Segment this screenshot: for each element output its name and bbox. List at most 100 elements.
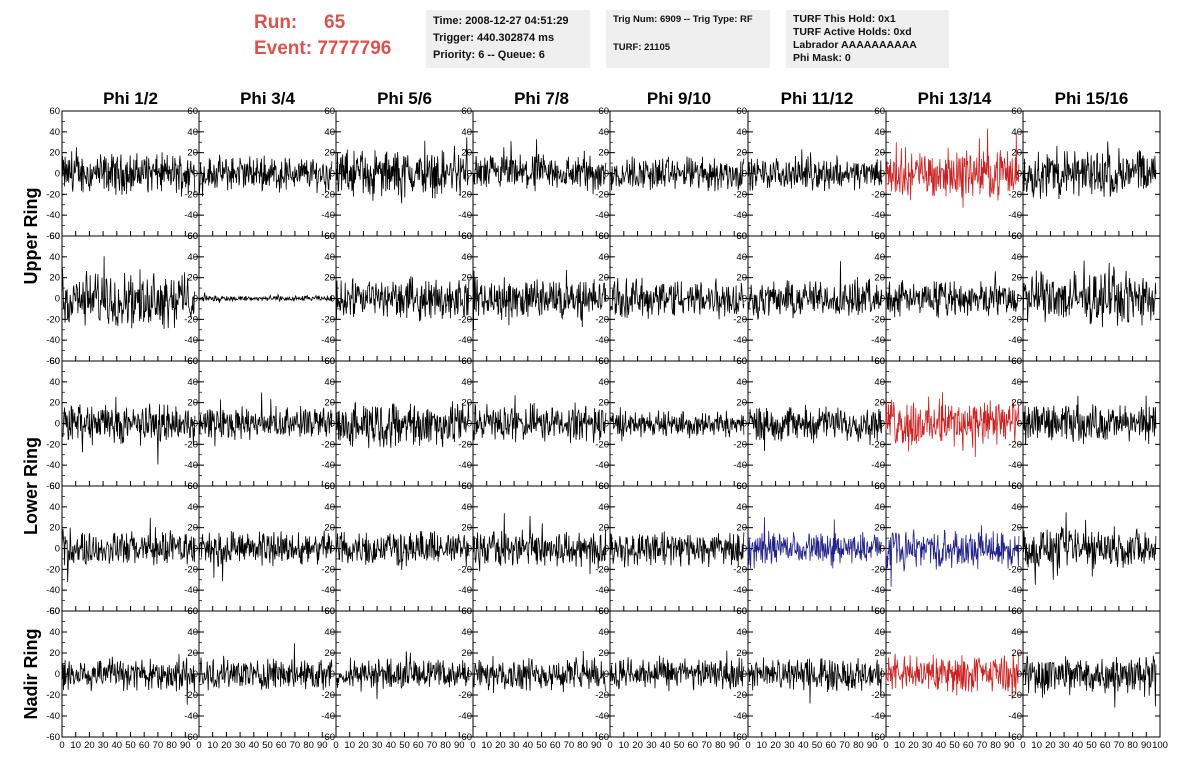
x-tick-label: 80: [990, 740, 1001, 751]
turf-active-line: TURF Active Holds: 0xd: [793, 26, 912, 38]
x-tick-label: 20: [221, 740, 232, 751]
x-tick-label: 0: [1020, 740, 1025, 751]
y-tick-label: -20: [595, 564, 609, 575]
waveform-trace: [472, 650, 607, 694]
y-tick-label: 40: [736, 627, 747, 638]
x-tick-label: 50: [1086, 740, 1097, 751]
y-tick-label: 40: [324, 127, 335, 138]
y-tick-label: 20: [49, 273, 60, 284]
waveform-trace: [747, 261, 883, 320]
x-tick-label: 40: [936, 740, 947, 751]
y-tick-label: 20: [598, 523, 609, 534]
x-tick-label: 10: [894, 740, 905, 751]
x-tick-label: 60: [413, 740, 424, 751]
y-tick-label: 20: [187, 523, 198, 534]
x-tick-label: 70: [977, 740, 988, 751]
y-tick-label: 20: [1011, 273, 1022, 284]
y-tick-label: 60: [874, 481, 885, 492]
waveform-trace: [609, 407, 745, 442]
y-tick-label: 40: [49, 377, 60, 388]
y-tick-label: -20: [871, 690, 885, 701]
y-tick-label: -40: [321, 335, 335, 346]
y-tick-label: 20: [598, 148, 609, 159]
waveform-trace: [472, 513, 607, 575]
y-tick-label: 60: [1011, 606, 1022, 617]
y-tick-label: 40: [1011, 502, 1022, 513]
y-tick-label: 40: [49, 127, 60, 138]
column-title: Phi 5/6: [377, 89, 432, 108]
y-tick-label: -40: [733, 210, 747, 221]
column-title: Phi 9/10: [647, 89, 711, 108]
y-tick-label: 40: [187, 127, 198, 138]
y-tick-label: -20: [458, 690, 472, 701]
row-title: Upper Ring: [21, 188, 41, 285]
trig-info-box: Trig Num: 6909 -- Trig Type: RF TURF: 21…: [606, 10, 770, 68]
y-tick-label: 60: [324, 606, 335, 617]
y-tick-label: 40: [187, 502, 198, 513]
waveform-trace: [747, 149, 883, 192]
y-tick-label: 40: [874, 627, 885, 638]
y-tick-label: -40: [595, 460, 609, 471]
waveform-trace: [335, 401, 470, 449]
x-tick-label: 90: [317, 740, 328, 751]
x-tick-label: 0: [607, 740, 612, 751]
y-tick-label: 0: [604, 169, 609, 180]
x-tick-label: 80: [303, 740, 314, 751]
y-tick-label: 20: [461, 273, 472, 284]
y-tick-label: 0: [330, 669, 335, 680]
y-tick-label: 20: [874, 523, 885, 534]
y-tick-label: 20: [49, 398, 60, 409]
waveform-trace: [198, 530, 333, 582]
y-tick-label: -20: [595, 189, 609, 200]
waveform-trace: [1022, 512, 1157, 585]
y-tick-label: 20: [187, 273, 198, 284]
y-tick-label: -40: [321, 460, 335, 471]
y-tick-label: 60: [874, 106, 885, 117]
panel-frame: [747, 110, 887, 237]
y-tick-label: -60: [46, 481, 60, 492]
y-tick-label: 0: [467, 544, 472, 555]
y-tick-label: -40: [595, 335, 609, 346]
y-tick-label: 0: [55, 669, 60, 680]
y-tick-label: 40: [874, 252, 885, 263]
y-tick-label: 0: [467, 169, 472, 180]
y-tick-label: -40: [1008, 711, 1022, 722]
x-tick-label: 60: [963, 740, 974, 751]
y-tick-label: 40: [874, 502, 885, 513]
y-tick-label: 40: [324, 252, 335, 263]
y-tick-label: -60: [46, 732, 60, 743]
x-tick-label: 60: [550, 740, 561, 751]
y-tick-label: 60: [736, 231, 747, 242]
y-tick-label: -40: [1008, 585, 1022, 596]
y-tick-label: 60: [324, 481, 335, 492]
y-tick-label: 0: [330, 169, 335, 180]
y-tick-label: 40: [736, 502, 747, 513]
y-tick-label: 0: [193, 669, 198, 680]
y-tick-label: 0: [1017, 544, 1022, 555]
y-tick-label: 60: [187, 481, 198, 492]
y-tick-label: 20: [324, 148, 335, 159]
y-tick-label: 60: [187, 356, 198, 367]
y-tick-label: -60: [733, 732, 747, 743]
y-tick-label: -40: [184, 460, 198, 471]
x-tick-label: 60: [139, 740, 150, 751]
x-tick-label: 0: [470, 740, 475, 751]
x-tick-label: 90: [591, 740, 602, 751]
waveform-trace: [472, 269, 607, 331]
y-tick-label: 60: [874, 356, 885, 367]
y-tick-label: 40: [1011, 252, 1022, 263]
run-label: Run:: [254, 12, 298, 33]
y-tick-label: -40: [184, 711, 198, 722]
y-tick-label: -20: [46, 189, 60, 200]
y-tick-label: -20: [458, 564, 472, 575]
y-tick-label: 0: [604, 544, 609, 555]
x-tick-label: 20: [358, 740, 369, 751]
y-tick-label: 0: [1017, 169, 1022, 180]
y-tick-label: 60: [49, 481, 60, 492]
x-tick-label: 70: [153, 740, 164, 751]
y-tick-label: -60: [46, 231, 60, 242]
y-tick-label: -40: [46, 460, 60, 471]
y-tick-label: -40: [595, 711, 609, 722]
y-tick-label: 20: [874, 148, 885, 159]
